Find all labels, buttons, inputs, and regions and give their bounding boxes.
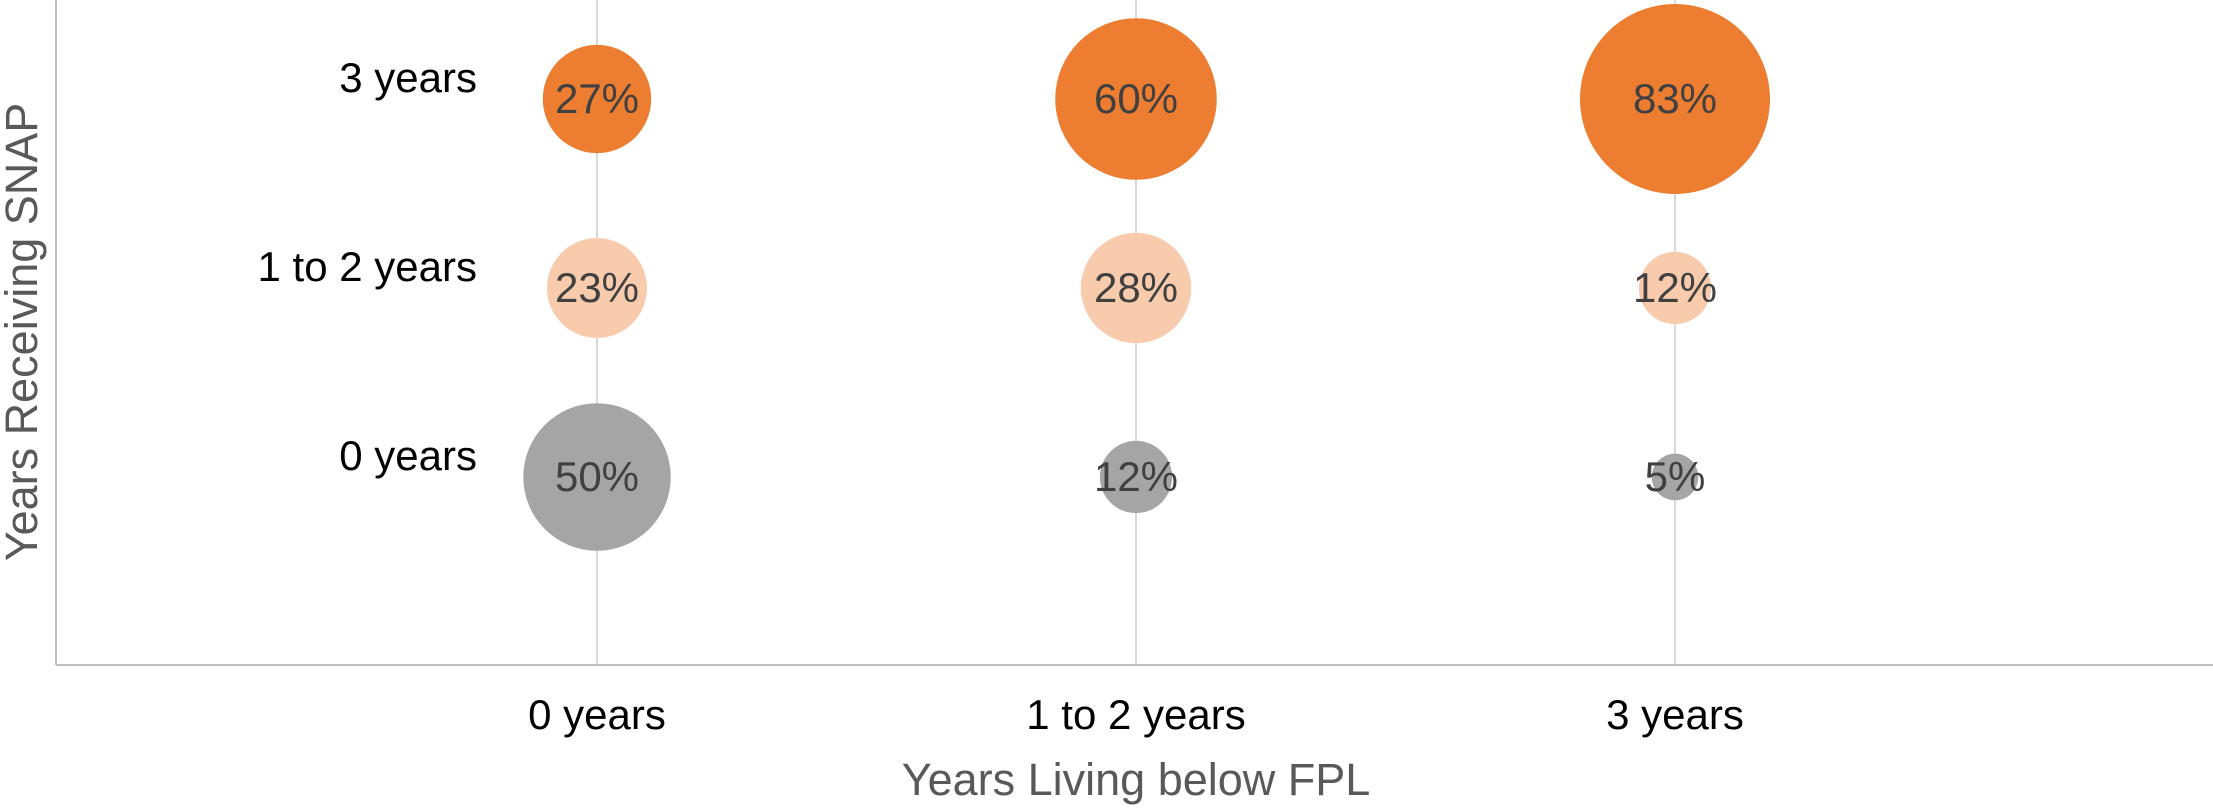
data-label: 28% xyxy=(1094,264,1178,311)
data-label: 50% xyxy=(555,453,639,500)
data-label: 60% xyxy=(1094,75,1178,122)
data-label: 12% xyxy=(1094,453,1178,500)
y-tick-label: 3 years xyxy=(339,54,477,101)
bubble xyxy=(1638,251,1712,325)
bubble xyxy=(1651,453,1699,501)
bubble xyxy=(1580,4,1770,194)
x-tick-label: 0 years xyxy=(528,691,666,738)
bubble xyxy=(1099,440,1173,514)
data-label: 12% xyxy=(1633,264,1717,311)
data-label: 27% xyxy=(555,75,639,122)
data-label: 23% xyxy=(555,264,639,311)
y-tick-label: 1 to 2 years xyxy=(258,243,477,290)
x-tick-label: 1 to 2 years xyxy=(1026,691,1245,738)
data-label: 5% xyxy=(1645,453,1706,500)
y-tick-label: 0 years xyxy=(339,432,477,479)
x-axis-title: Years Living below FPL xyxy=(902,754,1371,805)
bubble xyxy=(1080,232,1192,344)
bubble xyxy=(1055,18,1217,180)
x-tick-label: 3 years xyxy=(1606,691,1744,738)
bubble xyxy=(546,237,648,339)
y-axis-title: Years Receiving SNAP xyxy=(0,103,47,562)
bubble xyxy=(542,44,652,154)
data-label: 83% xyxy=(1633,75,1717,122)
bubble xyxy=(523,403,671,551)
